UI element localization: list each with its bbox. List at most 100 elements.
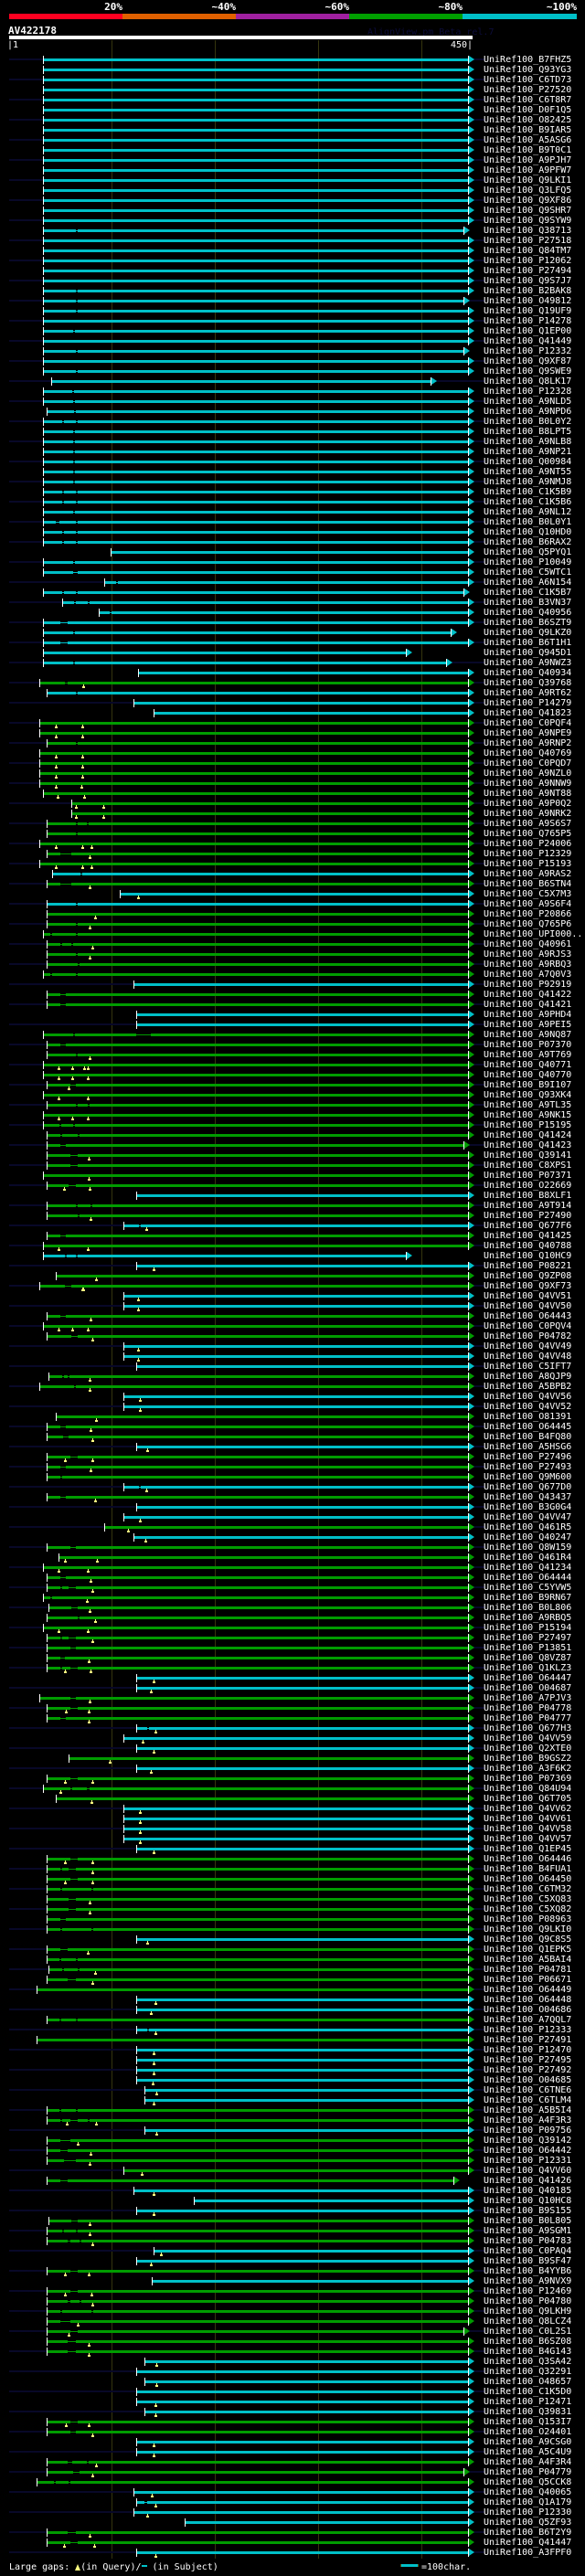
hit-row[interactable]: UniRef100_O81391	[0, 1412, 585, 1422]
hit-label[interactable]: UniRef100_P12470	[484, 2045, 572, 2055]
hit-row[interactable]: UniRef100_B9GSZ2	[0, 1754, 585, 1764]
hit-label[interactable]: UniRef100_A9P0Q2	[484, 799, 572, 809]
hit-label[interactable]: UniRef100_B3VN37	[484, 598, 572, 608]
hit-row[interactable]: UniRef100_P09756	[0, 2125, 585, 2136]
hit-label[interactable]: UniRef100_Q9LKI1	[484, 175, 572, 186]
hit-row[interactable]: UniRef100_Q4VV62	[0, 1804, 585, 1814]
hit-label[interactable]: UniRef100_Q4VV61	[484, 1814, 572, 1824]
hit-label[interactable]: UniRef100_Q40961	[484, 939, 572, 949]
hit-row[interactable]: UniRef100_B9IAR5	[0, 125, 585, 135]
hit-label[interactable]: UniRef100_Q41447	[484, 2538, 572, 2548]
hit-row[interactable]: UniRef100_A9S6F4	[0, 899, 585, 909]
hit-row[interactable]: UniRef100_Q10HD0	[0, 527, 585, 537]
hit-row[interactable]: UniRef100_O22669	[0, 1181, 585, 1191]
hit-row[interactable]: UniRef100_A7PJV3	[0, 1693, 585, 1703]
hit-label[interactable]: UniRef100_A7PJV3	[484, 1693, 572, 1703]
hit-label[interactable]: UniRef100_B6T2Y9	[484, 2528, 572, 2538]
hit-label[interactable]: UniRef100_O64448	[484, 1995, 572, 2005]
hit-label[interactable]: UniRef100_Q4VV60	[484, 2166, 572, 2176]
hit-row[interactable]: UniRef100_P15194	[0, 1623, 585, 1633]
hit-label[interactable]: UniRef100_C0PQD7	[484, 758, 572, 769]
hit-label[interactable]: UniRef100_O64450	[484, 1874, 572, 1884]
hit-row[interactable]: UniRef100_B0L805	[0, 2216, 585, 2226]
hit-row[interactable]: UniRef100_P27495	[0, 2055, 585, 2065]
hit-label[interactable]: UniRef100_B6SZT9	[484, 618, 572, 628]
hit-row[interactable]: UniRef100_O64447	[0, 1673, 585, 1683]
hit-row[interactable]: UniRef100_C6TM32	[0, 1884, 585, 1894]
hit-row[interactable]: UniRef100_B6RAX2	[0, 537, 585, 547]
hit-row[interactable]: UniRef100_P07369	[0, 1774, 585, 1784]
hit-row[interactable]: UniRef100_Q10HC8	[0, 2196, 585, 2206]
hit-row[interactable]: UniRef100_Q9LKZ0	[0, 628, 585, 638]
hit-label[interactable]: UniRef100_Q19UF9	[484, 306, 572, 316]
hit-label[interactable]: UniRef100_C5XQ83	[484, 1894, 572, 1904]
hit-label[interactable]: UniRef100_Q93XK4	[484, 1090, 572, 1100]
hit-row[interactable]: UniRef100_Q40185	[0, 2186, 585, 2196]
hit-row[interactable]: UniRef100_P13851	[0, 1643, 585, 1653]
hit-row[interactable]: UniRef100_Q84TM7	[0, 246, 585, 256]
hit-label[interactable]: UniRef100_Q41422	[484, 990, 572, 1000]
hit-row[interactable]: UniRef100_A9PFW7	[0, 165, 585, 175]
hit-label[interactable]: UniRef100_A9PEI5	[484, 1020, 572, 1030]
hit-row[interactable]: UniRef100_Q84U94	[0, 1784, 585, 1794]
hit-label[interactable]: UniRef100_A9NT88	[484, 789, 572, 799]
hit-row[interactable]: UniRef100_P27518	[0, 236, 585, 246]
hit-row[interactable]: UniRef100_B7FHZ5	[0, 55, 585, 65]
hit-row[interactable]: UniRef100_A9NMJ8	[0, 477, 585, 487]
hit-row[interactable]: UniRef100_Q9XF86	[0, 196, 585, 206]
hit-label[interactable]: UniRef100_Q5PYQ1	[484, 547, 572, 557]
hit-row[interactable]: UniRef100_B4G143	[0, 2347, 585, 2357]
hit-label[interactable]: UniRef100_A9NQ87	[484, 1030, 572, 1040]
hit-row[interactable]: UniRef100_Q41823	[0, 708, 585, 718]
hit-row[interactable]: UniRef100_Q93XK4	[0, 1090, 585, 1100]
hit-row[interactable]: UniRef100_Q9C8S5	[0, 1935, 585, 1945]
hit-label[interactable]: UniRef100_B6SZ08	[484, 2337, 572, 2347]
hit-row[interactable]: UniRef100_Q9ZP08	[0, 1271, 585, 1281]
hit-row[interactable]: UniRef100_A9RT62	[0, 688, 585, 698]
hit-label[interactable]: UniRef100_Q8LK17	[484, 376, 572, 387]
hit-label[interactable]: UniRef100_P15195	[484, 1120, 572, 1130]
hit-row[interactable]: UniRef100_A9NPE9	[0, 728, 585, 738]
hit-row[interactable]: UniRef100_Q4VV51	[0, 1291, 585, 1301]
hit-label[interactable]: UniRef100_A9PJH7	[484, 155, 572, 165]
hit-label[interactable]: UniRef100_P12329	[484, 849, 572, 859]
hit-row[interactable]: UniRef100_O04685	[0, 2075, 585, 2085]
hit-label[interactable]: UniRef100_Q41423	[484, 1140, 572, 1150]
hit-row[interactable]: UniRef100_Q8W159	[0, 1542, 585, 1553]
hit-label[interactable]: UniRef100_C6TNE6	[484, 2085, 572, 2095]
hit-row[interactable]: UniRef100_Q39768	[0, 678, 585, 688]
hit-row[interactable]: UniRef100_Q5ZF93	[0, 2518, 585, 2528]
hit-row[interactable]: UniRef100_Q40961	[0, 939, 585, 949]
hit-row[interactable]: UniRef100_Q41447	[0, 2538, 585, 2548]
hit-label[interactable]: UniRef100_B4FUA1	[484, 1864, 572, 1874]
hit-label[interactable]: UniRef100_A9NMJ8	[484, 477, 572, 487]
hit-row[interactable]: UniRef100_A9SGM1	[0, 2226, 585, 2236]
hit-label[interactable]: UniRef100_A3FPF0	[484, 2548, 572, 2558]
hit-label[interactable]: UniRef100_Q9LKZ0	[484, 628, 572, 638]
hit-label[interactable]: UniRef100_P27491	[484, 2035, 572, 2045]
hit-label[interactable]: UniRef100_Q40770	[484, 1070, 572, 1080]
hit-label[interactable]: UniRef100_P27494	[484, 266, 572, 276]
hit-row[interactable]: UniRef100_A9P0Q2	[0, 799, 585, 809]
hit-row[interactable]: UniRef100_Q461R4	[0, 1553, 585, 1563]
hit-row[interactable]: UniRef100_Q4VV58	[0, 1824, 585, 1834]
hit-label[interactable]: UniRef100_Q4VV49	[484, 1341, 572, 1352]
hit-row[interactable]: UniRef100_Q41424	[0, 1130, 585, 1140]
hit-row[interactable]: UniRef100_Q765P6	[0, 919, 585, 929]
hit-label[interactable]: UniRef100_Q10HC9	[484, 1251, 572, 1261]
hit-row[interactable]: UniRef100_Q40769	[0, 748, 585, 758]
hit-label[interactable]: UniRef100_B9I107	[484, 1080, 572, 1090]
hit-row[interactable]: UniRef100_UPI000..	[0, 929, 585, 939]
hit-label[interactable]: UniRef100_P27490	[484, 1211, 572, 1221]
hit-row[interactable]: UniRef100_Q32291	[0, 2367, 585, 2377]
hit-row[interactable]: UniRef100_A9TL35	[0, 1100, 585, 1110]
hit-label[interactable]: UniRef100_A9NT55	[484, 467, 572, 477]
hit-row[interactable]: UniRef100_Q40247	[0, 1532, 585, 1542]
hit-label[interactable]: UniRef100_O64446	[484, 1854, 572, 1864]
hit-label[interactable]: UniRef100_B0L806	[484, 1603, 572, 1613]
hit-label[interactable]: UniRef100_Q9S7J7	[484, 276, 572, 286]
hit-label[interactable]: UniRef100_A9RAS2	[484, 869, 572, 879]
hit-label[interactable]: UniRef100_P12328	[484, 387, 572, 397]
hit-label[interactable]: UniRef100_P15193	[484, 859, 572, 869]
hit-row[interactable]: UniRef100_C0PQF4	[0, 718, 585, 728]
